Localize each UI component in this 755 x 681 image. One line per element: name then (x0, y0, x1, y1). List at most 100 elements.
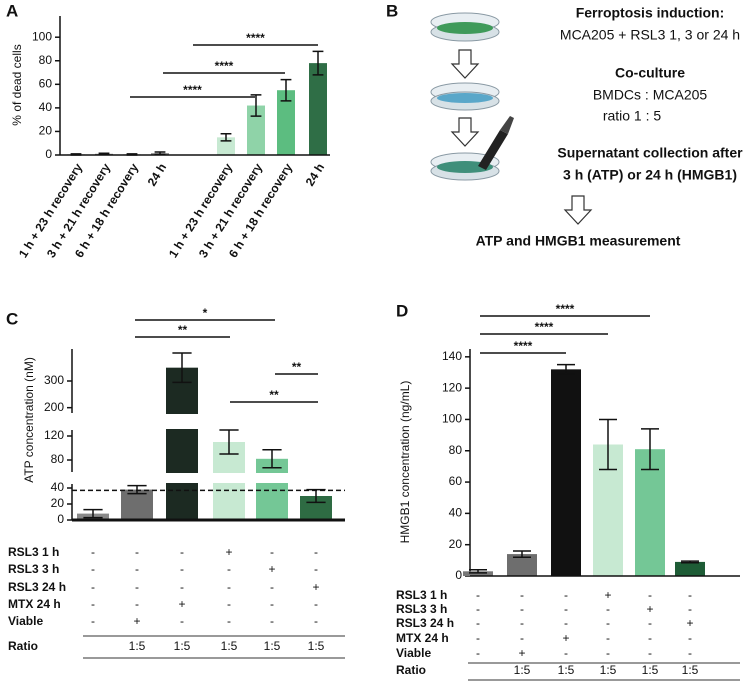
error-bar (219, 429, 239, 455)
condition-cell: - (476, 646, 480, 660)
bar (121, 489, 153, 520)
row-label: RSL3 1 h (396, 588, 447, 602)
row-label: RSL3 24 h (396, 616, 454, 630)
y-tick-label: 120 (442, 380, 462, 394)
error-bar (98, 152, 110, 156)
condition-cell: 1:5 (642, 663, 659, 677)
arrow (450, 49, 480, 79)
condition-cell: - (314, 545, 318, 559)
condition-cell: 1:5 (308, 639, 325, 653)
x-tick-label: 24 h (303, 161, 328, 189)
condition-cell: - (520, 616, 524, 630)
condition-cell: - (135, 597, 139, 611)
y-axis-label: ATP concentration (nM) (22, 357, 36, 483)
condition-cell: - (314, 562, 318, 576)
condition-cell: - (476, 631, 480, 645)
condition-cell: 1:5 (514, 663, 531, 677)
row-label: RSL3 3 h (396, 602, 447, 616)
row-label: Viable (8, 614, 43, 628)
condition-cell: - (227, 597, 231, 611)
condition-cell: - (227, 614, 231, 628)
axis-break (75, 414, 348, 429)
step-text: MCA205 + RSL3 1, 3 or 24 h (560, 27, 740, 43)
y-tick-label: 0 (45, 147, 52, 161)
row-label: Viable (396, 646, 431, 660)
condition-cell: - (135, 545, 139, 559)
condition-cell: 1:5 (129, 639, 146, 653)
condition-cell: + (646, 602, 653, 616)
condition-cell: - (180, 614, 184, 628)
y-tick-label: 40 (51, 480, 65, 494)
condition-cell: - (270, 580, 274, 594)
arrow (450, 117, 480, 147)
condition-cell: - (227, 580, 231, 594)
row-label: MTX 24 h (8, 597, 61, 611)
condition-cell: - (476, 602, 480, 616)
condition-cell: - (91, 562, 95, 576)
condition-cell: + (133, 614, 140, 628)
error-bar (599, 418, 617, 471)
condition-cell: - (688, 631, 692, 645)
condition-cell: - (270, 597, 274, 611)
row-label: RSL3 1 h (8, 545, 59, 559)
condition-cell: - (91, 580, 95, 594)
bar (217, 137, 235, 155)
condition-cell: - (564, 602, 568, 616)
x-tick-label: 24 h (145, 161, 170, 189)
bar (507, 554, 537, 576)
step-title: Ferroptosis induction: (576, 5, 725, 21)
condition-cell: - (476, 588, 480, 602)
condition-cell: - (688, 602, 692, 616)
error-bar (220, 133, 232, 142)
y-tick-label: 20 (449, 537, 463, 551)
y-tick-label: 20 (51, 496, 65, 510)
step-text: BMDCs : MCA205 (593, 87, 708, 103)
step-title: Supernatant collection after (557, 145, 743, 161)
row-label: Ratio (396, 663, 426, 677)
row-label: RSL3 3 h (8, 562, 59, 576)
condition-cell: - (688, 646, 692, 660)
step-text: ratio 1 : 5 (603, 108, 662, 124)
condition-cell: - (564, 588, 568, 602)
y-tick-label: 100 (32, 29, 52, 43)
condition-cell: - (606, 602, 610, 616)
significance-label: **** (556, 302, 575, 316)
y-tick-label: 300 (44, 373, 64, 387)
condition-cell: + (562, 631, 569, 645)
condition-cell: 1:5 (600, 663, 617, 677)
condition-cell: + (604, 588, 611, 602)
arrow (563, 195, 593, 225)
condition-cell: - (180, 580, 184, 594)
error-bar (681, 560, 699, 564)
condition-cell: - (476, 616, 480, 630)
error-bar (126, 153, 138, 156)
significance-label: ** (292, 360, 302, 374)
significance-label: **** (535, 320, 554, 334)
bar (463, 571, 493, 576)
condition-cell: - (314, 614, 318, 628)
bar (256, 458, 288, 520)
panel-label: C (6, 309, 18, 328)
error-bar (312, 50, 324, 76)
condition-cell: - (520, 602, 524, 616)
error-bar (306, 488, 326, 504)
panel-label: A (6, 1, 18, 20)
row-label: MTX 24 h (396, 631, 449, 645)
condition-cell: + (312, 580, 319, 594)
error-bar (641, 428, 659, 471)
condition-cell: 1:5 (264, 639, 281, 653)
condition-cell: 1:5 (221, 639, 238, 653)
condition-cell: - (91, 597, 95, 611)
condition-cell: - (180, 545, 184, 559)
error-bar (557, 363, 575, 375)
step-text: 3 h (ATP) or 24 h (HMGB1) (563, 167, 737, 183)
condition-cell: - (270, 614, 274, 628)
condition-cell: - (648, 646, 652, 660)
condition-cell: + (178, 597, 185, 611)
condition-cell: - (564, 616, 568, 630)
condition-cell: - (270, 545, 274, 559)
condition-cell: - (648, 631, 652, 645)
error-bar (513, 550, 531, 558)
axis-break (75, 473, 348, 483)
condition-cell: - (520, 588, 524, 602)
